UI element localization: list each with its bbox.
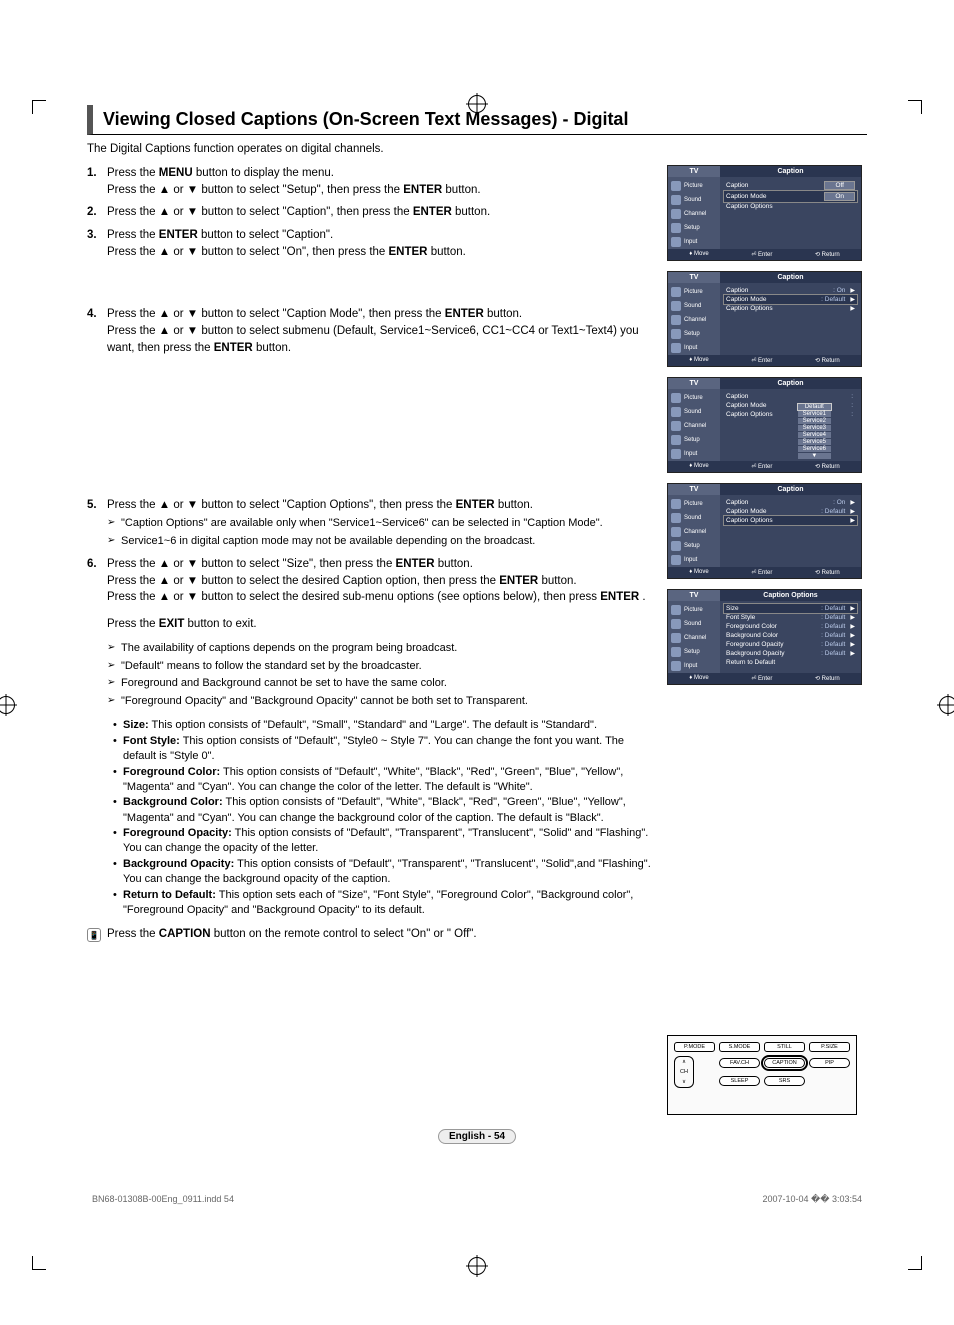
osd-menu-screenshot: TVCaption PictureSoundChannelSetupInput …	[667, 165, 862, 261]
footer-filename: BN68-01308B-00Eng_0911.indd 54	[92, 1194, 234, 1205]
crop-mark	[32, 100, 46, 114]
step-number: 4.	[87, 306, 107, 356]
step-note: Service1~6 in digital caption mode may n…	[107, 534, 652, 550]
remote-button: FAV.CH	[719, 1058, 760, 1068]
step-text: Press the ▲ or ▼ button to select "Capti…	[107, 204, 652, 221]
step-number: 2.	[87, 204, 107, 221]
step-number: 3.	[87, 227, 107, 260]
remote-button: SLEEP	[719, 1076, 760, 1086]
remote-button: SRS	[764, 1076, 805, 1086]
remote-button: P.MODE	[674, 1042, 715, 1052]
footer: BN68-01308B-00Eng_0911.indd 54 2007-10-0…	[87, 1194, 867, 1205]
step-note: "Foreground Opacity" and "Background Opa…	[107, 694, 652, 710]
step-text: Press the ▲ or ▼ button to select "Capti…	[107, 497, 652, 514]
osd-menu-screenshot: TVCaption Options PictureSoundChannelSet…	[667, 589, 862, 685]
remote-button: PIP	[809, 1058, 850, 1068]
step-text: Press the ▲ or ▼ button to select the de…	[107, 589, 652, 606]
osd-menu-screenshot: TVCaption PictureSoundChannelSetupInput …	[667, 377, 862, 473]
option-item: • Background Color: This option consists…	[107, 795, 652, 826]
option-item: • Return to Default: This option sets ea…	[107, 888, 652, 919]
step-number: 5.	[87, 497, 107, 550]
remote-ch-button: ∧CH∨	[674, 1056, 694, 1088]
step-number: 6.	[87, 556, 107, 919]
step-text: Press the EXIT button to exit.	[107, 616, 652, 633]
crop-mark	[32, 1256, 46, 1270]
page-number-badge: English - 54	[87, 1129, 867, 1144]
step-text: Press the ▲ or ▼ button to select "Size"…	[107, 556, 652, 573]
step-note: The availability of captions depends on …	[107, 641, 652, 657]
step-text: Press the ▲ or ▼ button to select "Setup…	[107, 182, 652, 199]
option-item: • Foreground Color: This option consists…	[107, 765, 652, 796]
screenshots-column: TVCaption PictureSoundChannelSetupInput …	[667, 165, 867, 1115]
remote-button: S.MODE	[719, 1042, 760, 1052]
registration-mark	[939, 696, 954, 714]
step-note: "Default" means to follow the standard s…	[107, 659, 652, 675]
step-note: Foreground and Background cannot be set …	[107, 676, 652, 692]
remote-button-caption: CAPTION	[764, 1058, 805, 1068]
step-text: Press the ▲ or ▼ button to select the de…	[107, 573, 652, 590]
option-item: • Size: This option consists of "Default…	[107, 718, 652, 733]
section-title: Viewing Closed Captions (On-Screen Text …	[103, 109, 867, 130]
osd-menu-screenshot: TVCaption PictureSoundChannelSetupInput …	[667, 271, 862, 367]
registration-mark	[468, 1257, 486, 1275]
remote-button: STILL	[764, 1042, 805, 1052]
option-list: • Size: This option consists of "Default…	[107, 718, 652, 918]
option-item: • Foreground Opacity: This option consis…	[107, 826, 652, 857]
step-text: Press the ENTER button to select "Captio…	[107, 227, 652, 244]
remote-note: 📱 Press the CAPTION button on the remote…	[87, 928, 652, 942]
step-text: Press the MENU button to display the men…	[107, 165, 652, 182]
registration-mark	[0, 696, 15, 714]
crop-mark	[908, 1256, 922, 1270]
remote-diagram: P.MODE S.MODE STILL P.SIZE FAV.CH CAPTIO…	[667, 1035, 857, 1115]
remote-note-text: Press the CAPTION button on the remote c…	[107, 928, 477, 940]
option-item: • Font Style: This option consists of "D…	[107, 734, 652, 765]
osd-menu-screenshot: TVCaption PictureSoundChannelSetupInput …	[667, 483, 862, 579]
registration-mark	[468, 95, 486, 113]
footer-timestamp: 2007-10-04 �� 3:03:54	[762, 1194, 862, 1205]
intro-text: The Digital Captions function operates o…	[87, 143, 867, 155]
step-text: Press the ▲ or ▼ button to select "On", …	[107, 244, 652, 261]
step-number: 1.	[87, 165, 107, 198]
option-item: • Background Opacity: This option consis…	[107, 857, 652, 888]
crop-mark	[908, 100, 922, 114]
step-text: Press the ▲ or ▼ button to select "Capti…	[107, 306, 652, 323]
instructions-column: 1. Press the MENU button to display the …	[87, 165, 652, 1115]
step-note: "Caption Options" are available only whe…	[107, 516, 652, 532]
remote-button: P.SIZE	[809, 1042, 850, 1052]
remote-icon: 📱	[87, 928, 101, 942]
step-text: Press the ▲ or ▼ button to select submen…	[107, 323, 652, 356]
